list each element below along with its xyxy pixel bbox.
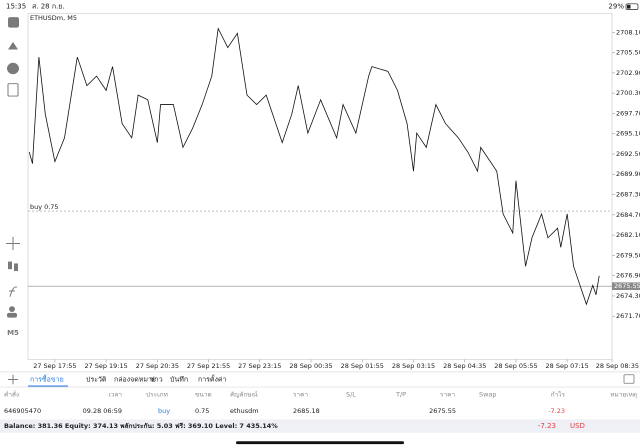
x-tick-label: 27 Sep 23:15 [238,363,281,370]
table-header: ขนาด [195,392,212,399]
x-tick-label: 28 Sep 03:15 [392,363,435,370]
tool-icon[interactable] [7,312,17,318]
tool-icon[interactable] [8,261,12,270]
table-cell[interactable]: 2675.55 [429,408,456,415]
status-time: 15:35 [6,3,26,11]
add-button[interactable] [8,374,18,385]
y-tick-label: 2692.50 [616,151,640,158]
table-cell[interactable]: -7.23 [548,408,565,415]
y-tick-label: 2684.70 [616,212,640,219]
order-label: buy 0.75 [30,204,59,211]
battery-icon [625,3,639,10]
price-label: 2675.55 [614,283,640,290]
footer-bg [0,419,640,433]
chart-title: ETHUSDm, M5 [30,15,77,22]
y-tick-label: 2689.90 [616,171,640,178]
y-tick-label: 2705.50 [616,50,640,57]
table-header: ราคา [440,392,455,399]
x-tick-label: 28 Sep 01:55 [341,363,384,370]
currency: USD [570,422,585,430]
tab[interactable]: การตั้งค่า [198,374,227,384]
chart-frame [27,12,613,360]
chart: 2708.10 2705.50 2702.90 2700.30 2697.70 2695.… [28,27,640,370]
table-header: เวลา [109,392,122,399]
table-header: คำสั่ง [4,390,19,399]
y-tick-label: 2700.30 [616,90,640,97]
x-tick-label: 27 Sep 19:15 [84,363,127,370]
y-tick-label: 2702.90 [616,70,640,77]
table-header: กำไร [551,391,566,399]
table-header: สัญลักษณ์ [230,391,258,399]
x-tick-label: 28 Sep 00:35 [289,363,332,370]
positions-table: คำสั่ง เวลา ประเภท ขนาด สัญลักษณ์ ราคา S/L T/P ร… [4,390,637,415]
table-cell[interactable]: ethusdm [230,408,259,415]
status-date: ส. 28 ก.ย. [32,3,65,11]
y-tick-label: 2674.30 [616,293,640,300]
table-cell[interactable]: 2685.18 [293,408,320,415]
tool-icon[interactable] [9,306,15,312]
y-tick-label: 2708.10 [616,29,640,36]
table-cell[interactable]: 0.75 [195,408,209,415]
table-header: Swap [479,392,497,399]
table-header: ราคา [293,392,308,399]
y-tick-label: 2676.90 [616,273,640,280]
tool-icon[interactable] [6,236,20,251]
tool-icon[interactable] [14,263,18,272]
tab[interactable]: กล่องจดหมาย [114,376,156,384]
y-tick-label: 2695.10 [616,131,640,138]
battery-level [627,4,631,9]
y-tick-label: 2671.70 [616,313,640,320]
x-tick-label: 28 Sep 08:35 [596,363,639,370]
tab[interactable]: ข่าว [150,376,163,384]
y-tick-label: 2687.30 [616,192,640,199]
status-battery: 29% [608,3,624,11]
x-tick-label: 27 Sep 17:55 [33,363,76,370]
x-tick-label: 27 Sep 20:35 [136,363,179,370]
tool-icon[interactable] [8,41,18,50]
layout-button[interactable] [623,374,635,384]
table-header: ประเภท [146,392,168,399]
home-indicator [236,441,404,445]
x-tick-label: 28 Sep 05:55 [494,363,537,370]
timeframe-button[interactable]: M5 [7,329,19,337]
table-header: T/P [395,392,406,399]
table-header: S/L [346,392,356,399]
x-tick-label: 28 Sep 04:35 [443,363,486,370]
tool-icon[interactable] [8,17,19,28]
tool-icon[interactable] [9,286,18,297]
account-summary: Balance: 381.36 Equity: 374.13 พลักประกั… [4,422,278,430]
price-label-bg [612,282,640,290]
tab[interactable]: ประวัติ [86,376,106,384]
x-tick-label: 27 Sep 21:55 [187,363,230,370]
table-cell[interactable]: 646905470 [4,408,41,415]
table-cell[interactable]: 09.28 06:59 [83,408,122,415]
y-tick-label: 2697.70 [616,111,640,118]
left-toolbar [6,17,20,318]
price-line-series [28,27,600,306]
table-cell[interactable]: buy [158,408,170,415]
tab[interactable]: บันทึก [170,376,188,384]
x-tick-label: 28 Sep 07:15 [546,363,589,370]
tool-icon[interactable] [7,83,19,97]
table-header: หมายเหตุ [610,392,637,399]
y-tick-label: 2682.10 [616,232,640,239]
total-profit: -7.23 [538,422,556,430]
tool-icon[interactable] [7,62,19,75]
tab[interactable]: การซื้อขาย [30,374,64,384]
y-tick-label: 2679.50 [616,252,640,259]
